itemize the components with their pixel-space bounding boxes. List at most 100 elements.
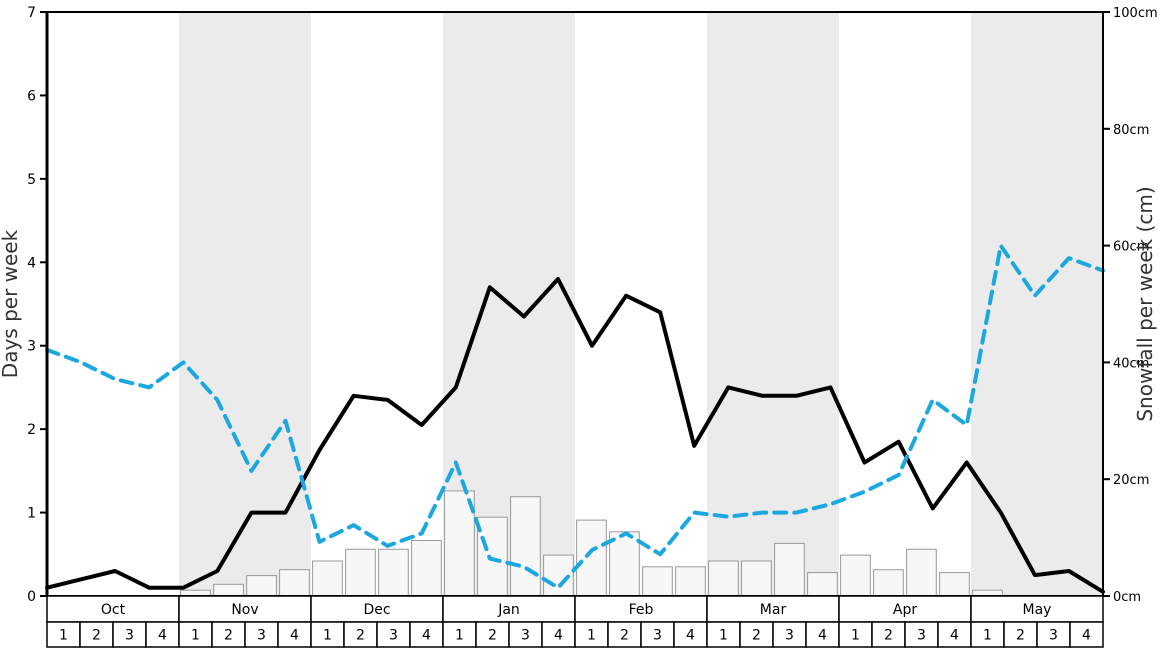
left-axis-tick-label: 0 (27, 589, 36, 605)
week-label: 1 (851, 628, 860, 644)
snowfall-bar (378, 548, 409, 597)
snowfall-bar (675, 566, 706, 597)
week-label: 3 (521, 628, 530, 644)
week-label: 2 (1016, 628, 1025, 644)
snowfall-bar (510, 496, 541, 597)
week-label: 1 (587, 628, 596, 644)
left-axis-tick-label: 6 (27, 88, 36, 104)
week-label: 1 (719, 628, 728, 644)
week-label: 3 (257, 628, 266, 644)
month-cell (46, 595, 180, 623)
days-per-week-dashed-line (45, 243, 1105, 590)
snowfall-bar (840, 554, 871, 597)
snowfall-bar (906, 548, 937, 597)
week-label: 1 (191, 628, 200, 644)
left-axis-tick-label: 3 (27, 339, 36, 355)
week-label: 4 (422, 628, 431, 644)
week-label: 3 (917, 628, 926, 644)
week-label: 3 (389, 628, 398, 644)
week-label: 3 (125, 628, 134, 644)
snowfall-bar (444, 490, 475, 597)
week-cell (970, 621, 1005, 648)
week-label: 1 (59, 628, 68, 644)
right-axis-title: Snowfall per week (cm) (1133, 186, 1157, 421)
month-label: Feb (629, 602, 654, 618)
month-label: May (1023, 602, 1052, 618)
week-cell (904, 621, 939, 648)
week-label: 3 (785, 628, 794, 644)
week-label: 4 (950, 628, 959, 644)
snowfall-bar (246, 575, 277, 597)
month-cell (706, 595, 840, 623)
snowfall-bar (642, 566, 673, 597)
week-cell (145, 621, 180, 648)
snowfall-bar (312, 560, 343, 597)
left-axis-tick-label: 7 (27, 5, 36, 21)
week-label: 3 (1049, 628, 1058, 644)
snowy-days-per-week-line (45, 277, 1105, 594)
month-cell (442, 595, 576, 623)
week-label: 4 (554, 628, 563, 644)
right-axis-tick-label: 40cm (1113, 356, 1149, 371)
left-axis-tick-label: 2 (27, 422, 36, 438)
week-label: 2 (620, 628, 629, 644)
week-cell (112, 621, 147, 648)
week-cell (376, 621, 411, 648)
right-axis-tick-label: 100cm (1113, 6, 1158, 21)
week-label: 4 (686, 628, 695, 644)
week-cell (838, 621, 873, 648)
snowfall-bar (939, 572, 970, 597)
week-label: 2 (752, 628, 761, 644)
month-cell (310, 595, 444, 623)
month-label: Jan (497, 602, 520, 618)
snowfall-bar (576, 519, 607, 597)
snowfall-bar (477, 516, 508, 597)
week-cell (475, 621, 510, 648)
week-cell (871, 621, 906, 648)
month-label: Apr (893, 602, 917, 618)
week-cell (244, 621, 279, 648)
month-band-nov (179, 12, 311, 596)
week-label: 2 (224, 628, 233, 644)
month-label: Mar (760, 602, 787, 618)
snowfall-bar (411, 540, 442, 597)
week-label: 1 (455, 628, 464, 644)
snowfall-bar (609, 531, 640, 597)
week-cell (640, 621, 675, 648)
week-cell (541, 621, 576, 648)
week-label: 4 (1082, 628, 1091, 644)
week-cell (706, 621, 741, 648)
left-axis-tick-label: 5 (27, 172, 36, 188)
snowfall-bar (741, 560, 772, 597)
week-label: 4 (290, 628, 299, 644)
week-cell (46, 621, 81, 648)
right-axis-tick-label: 60cm (1113, 240, 1149, 255)
week-label: 1 (983, 628, 992, 644)
snowfall-bar (807, 572, 838, 597)
month-band-mar (707, 12, 839, 596)
snowfall-bar (279, 569, 310, 597)
week-label: 4 (818, 628, 827, 644)
snowfall-bar (873, 569, 904, 597)
week-label: 2 (488, 628, 497, 644)
week-label: 2 (92, 628, 101, 644)
left-axis-title: Days per week (0, 229, 22, 378)
week-cell (1069, 621, 1104, 648)
snowfall-bar (213, 583, 244, 597)
week-label: 1 (323, 628, 332, 644)
week-label: 4 (158, 628, 167, 644)
month-label: Dec (363, 602, 390, 618)
right-axis-tick-label: 20cm (1113, 473, 1149, 488)
left-axis-tick-label: 1 (27, 506, 36, 522)
week-cell (277, 621, 312, 648)
week-cell (178, 621, 213, 648)
right-axis-tick-label: 0cm (1113, 590, 1141, 605)
week-cell (409, 621, 444, 648)
week-label: 3 (653, 628, 662, 644)
month-label: Oct (101, 602, 126, 618)
snowfall-bar (774, 542, 805, 597)
snowfall-bar (345, 548, 376, 597)
right-axis-tick-label: 80cm (1113, 123, 1149, 138)
